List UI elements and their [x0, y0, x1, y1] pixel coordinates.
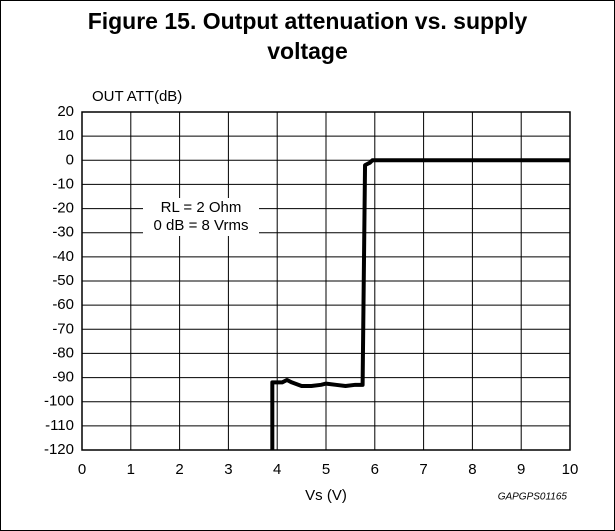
- x-tick-label: 4: [273, 461, 281, 478]
- x-tick-label: 8: [468, 461, 476, 478]
- y-tick-label: -70: [52, 320, 74, 337]
- y-tick-label: -80: [52, 344, 74, 361]
- y-tick-label: -90: [52, 369, 74, 386]
- annotation: 0 dB = 8 Vrms: [154, 217, 249, 234]
- y-tick-label: -40: [52, 248, 74, 265]
- x-tick-label: 5: [322, 461, 330, 478]
- y-tick-label: 10: [57, 127, 74, 144]
- y-tick-label: -10: [52, 175, 74, 192]
- x-tick-label: 2: [175, 461, 183, 478]
- y-axis-title: OUT ATT(dB): [92, 88, 182, 105]
- figure-code: GAPGPS01165: [498, 492, 568, 503]
- x-tick-label: 6: [371, 461, 379, 478]
- x-tick-label: 1: [127, 461, 135, 478]
- chart-title: Figure 15. Output attenuation vs. supply…: [87, 8, 528, 64]
- y-tick-label: -50: [52, 272, 74, 289]
- y-tick-label: 20: [57, 103, 74, 120]
- annotation: RL = 2 Ohm: [161, 199, 242, 216]
- y-tick-label: -60: [52, 296, 74, 313]
- x-tick-label: 7: [419, 461, 427, 478]
- x-tick-label: 9: [517, 461, 525, 478]
- x-tick-label: 10: [562, 461, 579, 478]
- y-tick-label: -110: [45, 417, 74, 434]
- y-tick-label: -20: [52, 200, 74, 217]
- plot-border: [81, 111, 571, 451]
- x-axis-title: Vs (V): [305, 487, 347, 504]
- y-tick-label: -120: [44, 441, 74, 458]
- data-line: [270, 158, 570, 450]
- y-tick-label: -100: [44, 393, 74, 410]
- y-tick-label: -30: [52, 224, 74, 241]
- annotation-box: [143, 198, 259, 236]
- y-tick-label: 0: [66, 151, 74, 168]
- x-tick-label: 0: [78, 461, 86, 478]
- x-tick-label: 3: [224, 461, 232, 478]
